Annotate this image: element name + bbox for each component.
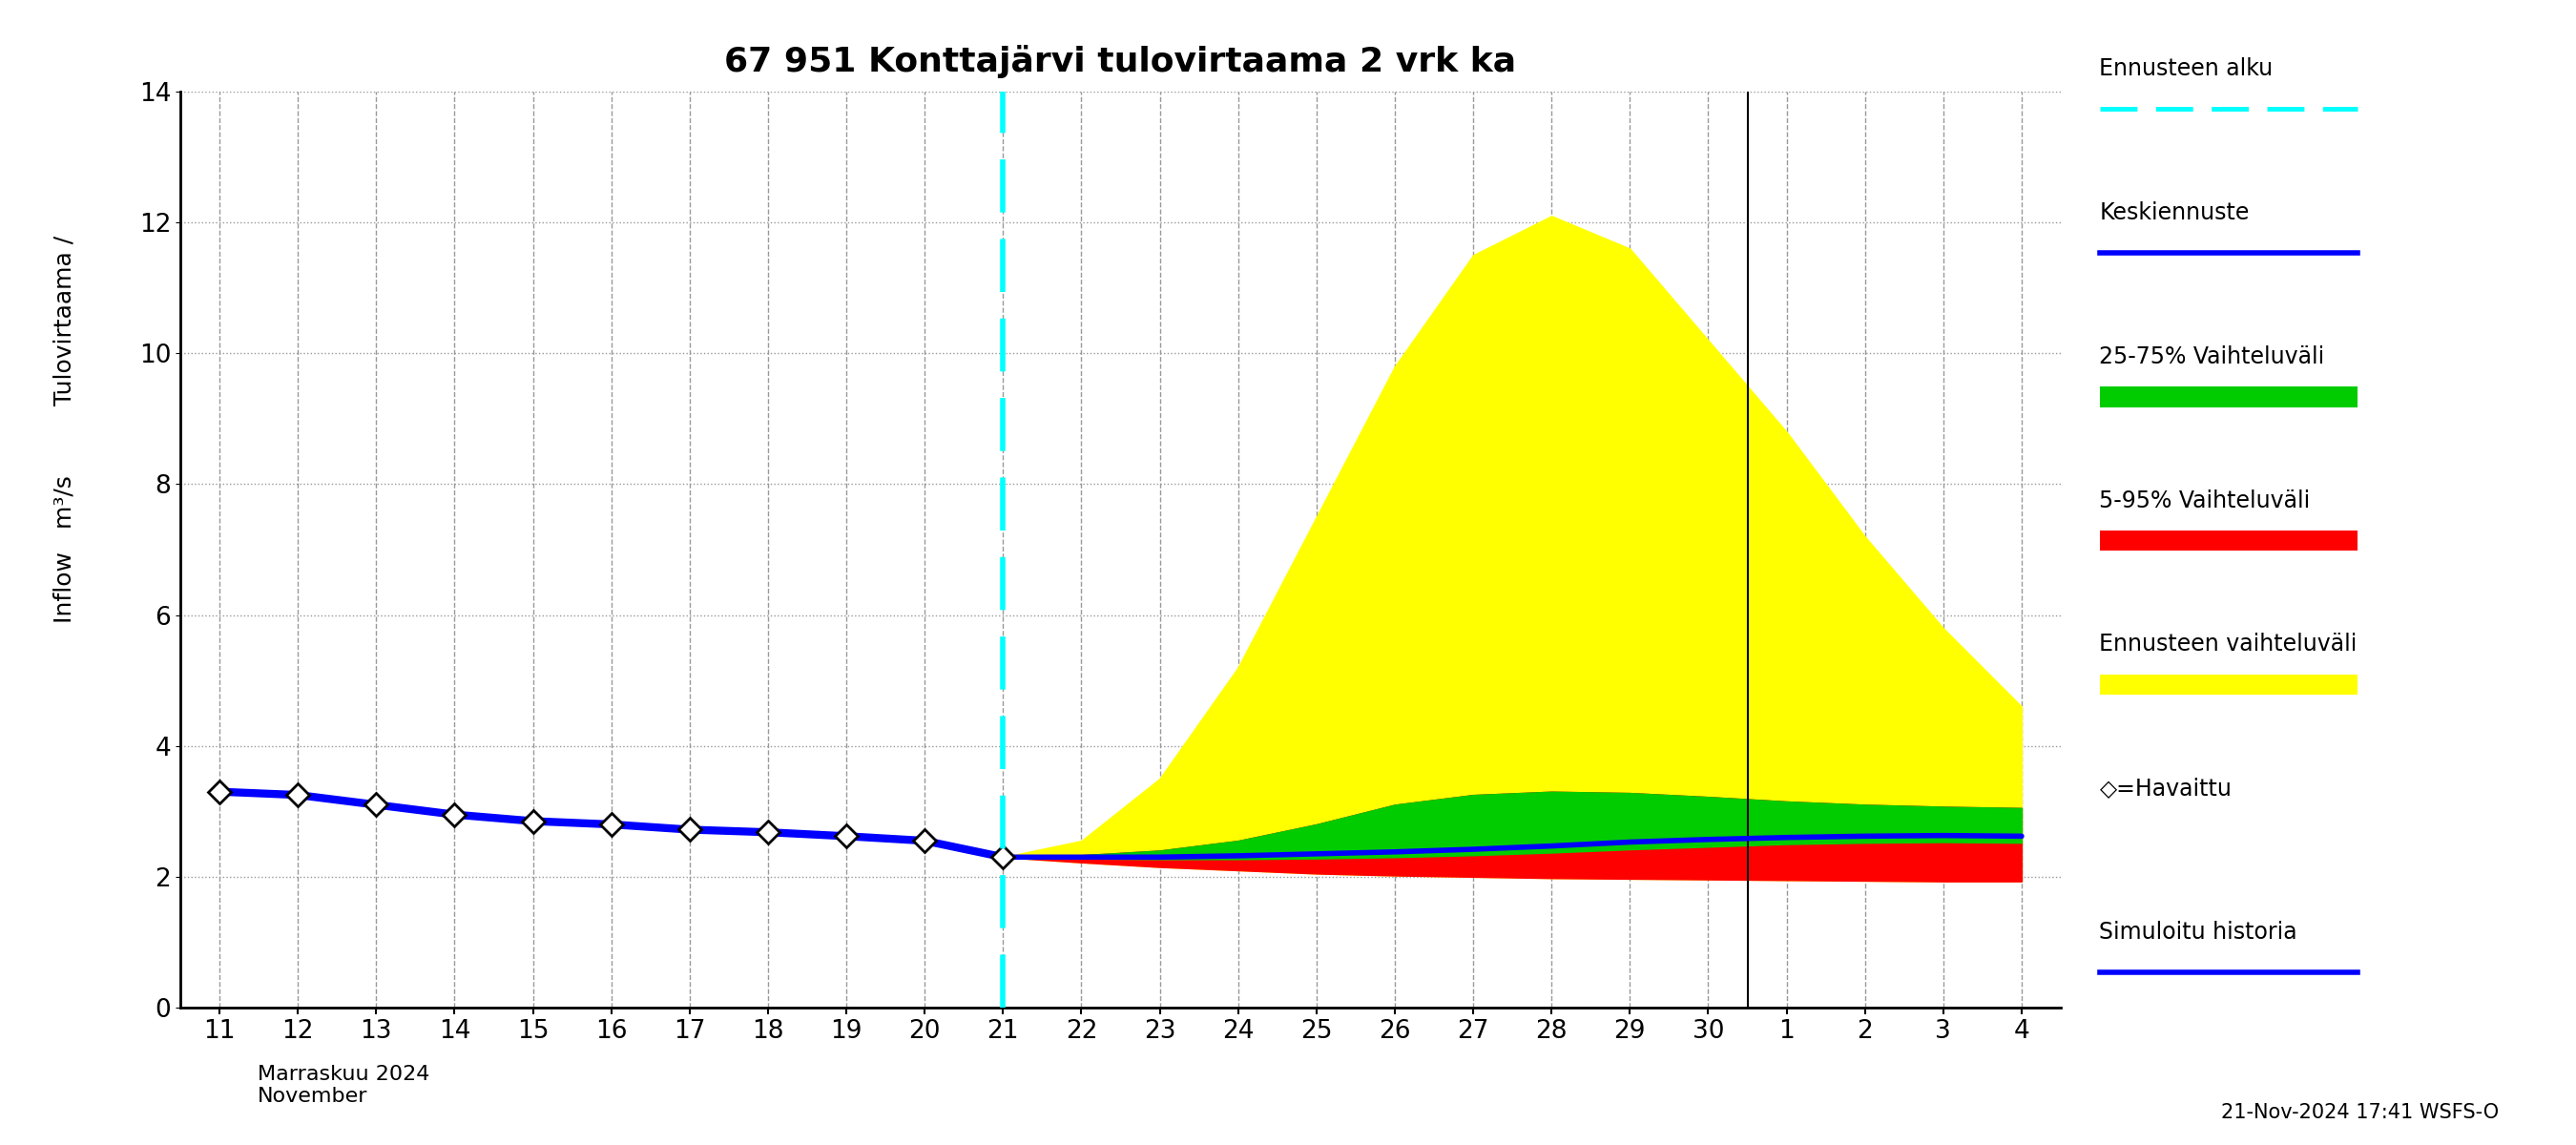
Text: 21-Nov-2024 17:41 WSFS-O: 21-Nov-2024 17:41 WSFS-O [2221,1103,2499,1122]
Text: Marraskuu 2024
November: Marraskuu 2024 November [258,1065,430,1106]
Text: Ennusteen alku: Ennusteen alku [2099,57,2272,80]
Text: ◇=Havaittu: ◇=Havaittu [2099,777,2231,800]
Text: Tulovirtaama /: Tulovirtaama / [54,236,75,405]
Text: Keskiennuste: Keskiennuste [2099,202,2249,224]
Text: Ennusteen vaihteluväli: Ennusteen vaihteluväli [2099,633,2357,656]
Title: 67 951 Konttajärvi tulovirtaama 2 vrk ka: 67 951 Konttajärvi tulovirtaama 2 vrk ka [724,45,1517,78]
Text: Inflow   m³/s: Inflow m³/s [54,475,75,624]
Text: 25-75% Vaihteluväli: 25-75% Vaihteluväli [2099,345,2324,368]
Text: 5-95% Vaihteluväli: 5-95% Vaihteluväli [2099,489,2311,512]
Text: Simuloitu historia: Simuloitu historia [2099,921,2298,943]
